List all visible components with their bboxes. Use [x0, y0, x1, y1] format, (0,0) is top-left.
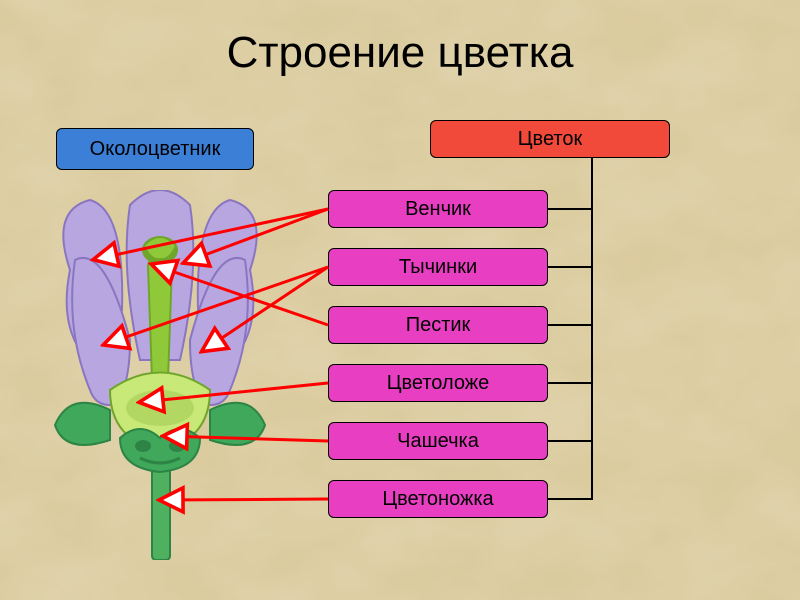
part-label: Венчик: [405, 198, 471, 221]
perianth-box: Околоцветник: [56, 128, 254, 170]
diagram-title: Строение цветка: [0, 28, 800, 78]
tree-branch-receptacle: [548, 382, 592, 384]
flower-illustration: [30, 190, 290, 560]
tree-branch-pistil: [548, 324, 592, 326]
tree-branch-stamens: [548, 266, 592, 268]
tree-branch-corolla: [548, 208, 592, 210]
part-label: Чашечка: [397, 430, 479, 453]
flower-root-label: Цветок: [518, 128, 582, 151]
perianth-label: Околоцветник: [90, 138, 221, 161]
part-box-receptacle: Цветоложе: [328, 364, 548, 402]
flower-root-box: Цветок: [430, 120, 670, 158]
tree-branch-calyx: [548, 440, 592, 442]
part-box-stamens: Тычинки: [328, 248, 548, 286]
part-label: Цветоножка: [382, 488, 493, 511]
part-box-corolla: Венчик: [328, 190, 548, 228]
part-box-pistil: Пестик: [328, 306, 548, 344]
part-box-calyx: Чашечка: [328, 422, 548, 460]
part-label: Пестик: [406, 314, 471, 337]
part-label: Цветоложе: [387, 372, 490, 395]
tree-branch-pedicel: [548, 498, 592, 500]
part-box-pedicel: Цветоножка: [328, 480, 548, 518]
part-label: Тычинки: [399, 256, 477, 279]
